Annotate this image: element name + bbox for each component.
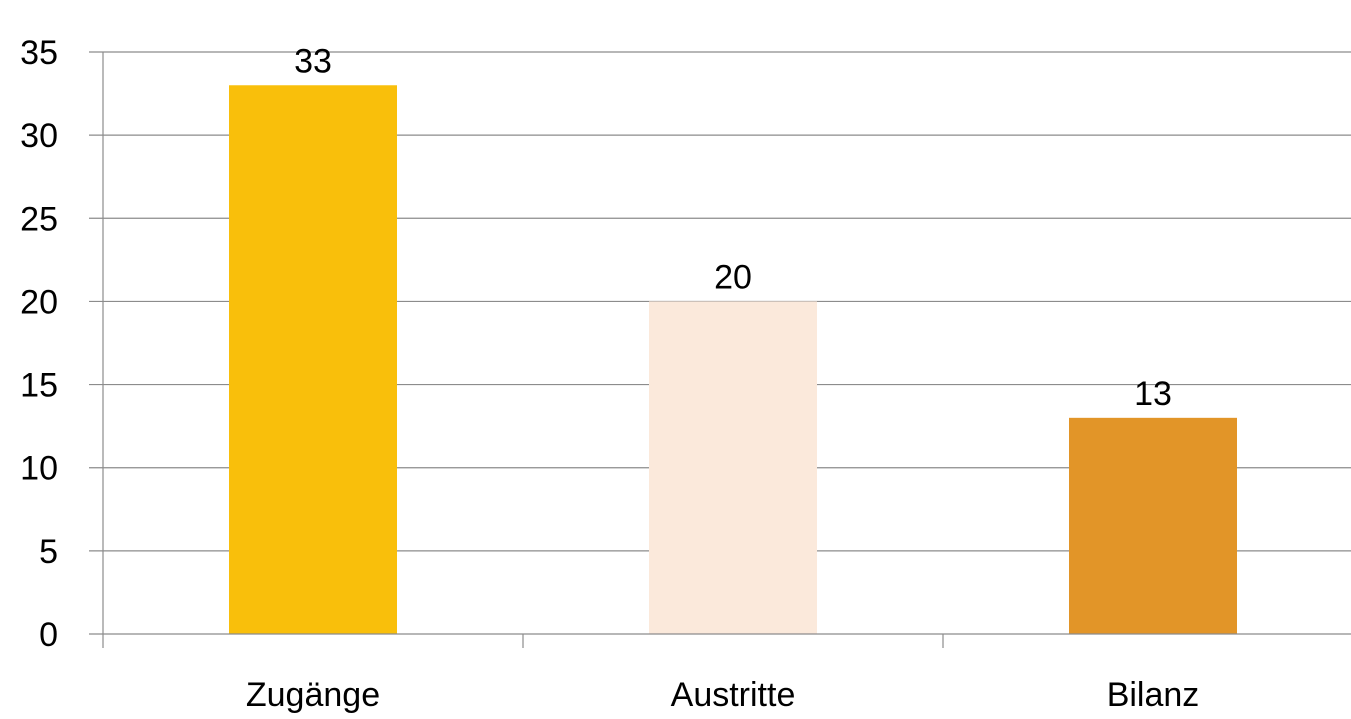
data-label: 20 [714, 258, 752, 296]
x-category-label: Austritte [671, 676, 796, 714]
data-label: 13 [1134, 375, 1172, 413]
x-category-label: Zugänge [246, 676, 380, 714]
y-tick-label: 10 [20, 450, 58, 488]
bar [229, 85, 397, 634]
y-tick-label: 35 [20, 34, 58, 72]
bar [649, 301, 817, 634]
bars [229, 85, 1237, 634]
y-tick-label: 20 [20, 283, 58, 321]
y-tick-label: 15 [20, 367, 58, 405]
bar [1069, 418, 1237, 634]
x-category-label: Bilanz [1107, 676, 1200, 714]
y-tick-label: 5 [39, 533, 58, 571]
y-tick-label: 30 [20, 117, 58, 155]
labels: 0 5 10 15 20 25 30 35 33 Zugänge 20 Austritte 13 Bila… [20, 34, 1199, 714]
data-label: 33 [294, 42, 332, 80]
y-tick-label: 0 [39, 616, 58, 654]
y-tick-label: 25 [20, 200, 58, 238]
